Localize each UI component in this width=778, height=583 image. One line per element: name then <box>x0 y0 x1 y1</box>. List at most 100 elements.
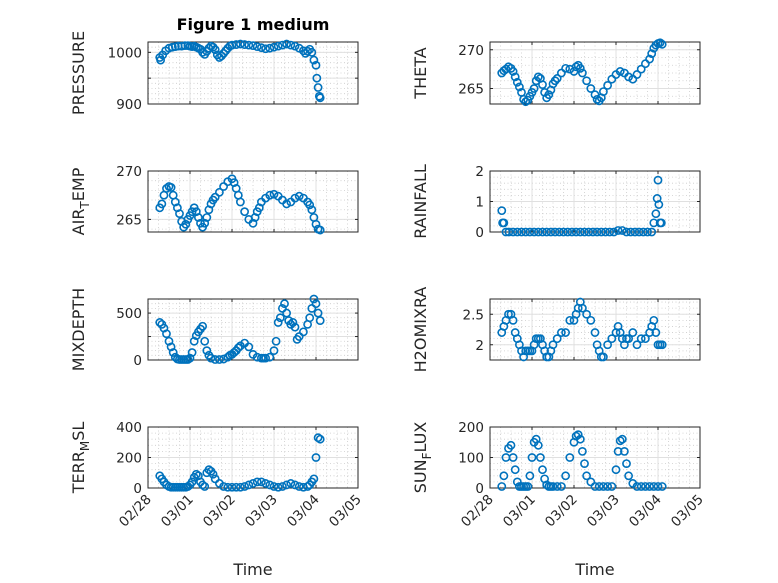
y-tick-label: 1000 <box>108 45 142 61</box>
data-point <box>586 84 596 93</box>
x-tick-label: 03/02 <box>200 492 239 531</box>
y-tick-label: 270 <box>458 43 484 59</box>
data-point <box>240 207 249 217</box>
data-point <box>252 42 262 52</box>
data-point <box>290 193 300 203</box>
data-point <box>657 39 667 49</box>
data-point <box>653 175 663 185</box>
data-point <box>548 340 558 350</box>
data-point <box>536 453 545 462</box>
data-point <box>542 227 552 237</box>
data-point <box>550 76 560 86</box>
data-point <box>529 84 539 93</box>
data-point <box>265 352 275 362</box>
data-point <box>515 82 524 92</box>
data-point <box>508 67 518 76</box>
data-point <box>181 219 191 229</box>
data-point <box>248 479 258 488</box>
data-point <box>185 353 195 363</box>
data-point <box>256 477 266 487</box>
data-point <box>636 334 646 344</box>
data-point <box>508 453 518 462</box>
data-point <box>510 72 520 82</box>
data-point <box>219 354 228 364</box>
data-point <box>615 436 625 446</box>
data-point <box>565 453 575 462</box>
data-point <box>286 40 296 50</box>
data-point <box>624 334 633 344</box>
data-point <box>271 336 281 346</box>
data-point <box>313 308 323 318</box>
data-point <box>651 209 661 219</box>
axes-box <box>489 298 701 361</box>
data-point <box>187 348 197 357</box>
data-point <box>311 60 321 70</box>
data-point <box>312 73 322 83</box>
data-point <box>200 482 210 491</box>
data-point <box>307 47 317 57</box>
data-point <box>571 227 581 237</box>
data-point <box>599 482 608 491</box>
data-point <box>611 465 621 475</box>
data-point <box>233 343 243 353</box>
x-tick-label: 02/28 <box>458 492 497 531</box>
data-point <box>235 39 245 49</box>
data-point <box>546 227 556 237</box>
data-point <box>282 199 291 209</box>
data-point <box>282 39 291 49</box>
data-point <box>590 482 600 491</box>
data-point <box>622 227 631 237</box>
data-point <box>636 482 646 491</box>
data-point <box>303 46 312 56</box>
data-point <box>206 353 216 363</box>
data-point <box>265 480 275 490</box>
data-point <box>315 316 325 325</box>
data-point <box>290 480 300 490</box>
data-point <box>525 471 535 481</box>
data-point <box>601 227 610 237</box>
data-point <box>559 227 568 237</box>
data-point <box>252 477 262 487</box>
x-tick-label: 03/05 <box>668 492 707 531</box>
data-point <box>641 59 650 69</box>
data-point <box>191 469 201 479</box>
data-point <box>198 321 207 331</box>
data-point <box>261 353 270 363</box>
data-point <box>575 227 585 237</box>
y-tick-label: 2.5 <box>463 307 484 323</box>
data-point <box>517 227 526 237</box>
data-point <box>651 328 661 337</box>
data-point <box>155 318 165 327</box>
data-point <box>643 227 652 237</box>
data-point <box>244 342 254 352</box>
data-point <box>582 76 591 86</box>
data-point <box>288 318 298 327</box>
data-point <box>202 213 212 222</box>
ylabel-4: MIXDEPTH <box>69 288 88 371</box>
subplot-pressure: 900 1000 PRESSURE <box>69 31 359 115</box>
data-point <box>533 227 543 237</box>
data-point <box>527 453 537 462</box>
data-point <box>638 227 648 237</box>
data-point <box>189 336 199 346</box>
data-point <box>548 482 558 491</box>
data-point <box>603 340 612 350</box>
data-point <box>508 227 518 237</box>
data-point <box>309 55 319 65</box>
data-point <box>298 327 308 337</box>
data-point <box>573 430 583 440</box>
data-point <box>265 43 275 53</box>
data-point <box>575 434 585 444</box>
data-point <box>622 459 631 468</box>
data-point <box>538 227 547 237</box>
x-tick-label: 03/03 <box>242 492 281 531</box>
data-point <box>529 227 539 237</box>
data-point <box>592 227 602 237</box>
data-point <box>240 40 249 49</box>
y-tick-label: 500 <box>116 306 142 322</box>
y-tick-label: 900 <box>116 97 142 113</box>
data-point <box>315 434 325 444</box>
data-point <box>156 55 165 65</box>
